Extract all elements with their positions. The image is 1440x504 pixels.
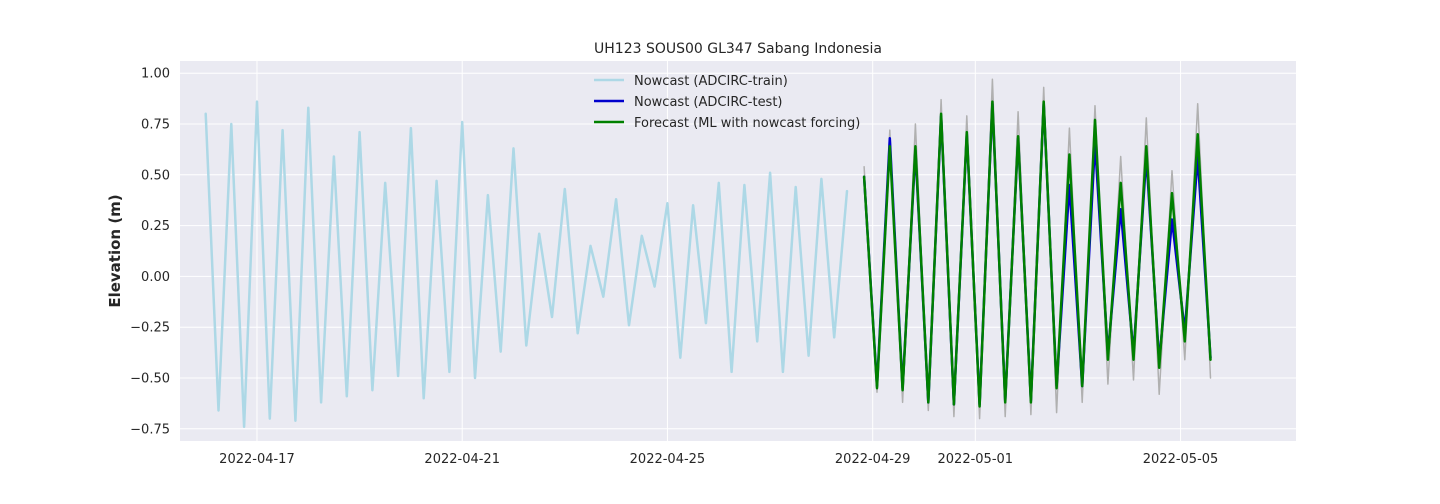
chart-title: UH123 SOUS00 GL347 Sabang Indonesia [594, 41, 882, 57]
series-layer [204, 78, 1212, 429]
series-line-1 [204, 100, 849, 429]
y-tick-label: −0.50 [130, 372, 170, 387]
y-tick-label: −0.25 [130, 321, 170, 336]
y-tick-label: 0.75 [141, 117, 170, 132]
legend-label: Nowcast (ADCIRC-test) [634, 95, 783, 110]
x-tick-label: 2022-04-25 [630, 452, 706, 467]
legend-label: Forecast (ML with nowcast forcing) [634, 116, 860, 131]
series-line-3 [862, 100, 1212, 408]
y-tick-label: 0.25 [141, 219, 170, 234]
x-tick-label: 2022-05-05 [1143, 452, 1219, 467]
x-tick-label: 2022-04-21 [424, 452, 500, 467]
x-tick-label: 2022-04-29 [835, 452, 911, 467]
legend: Nowcast (ADCIRC-train) Nowcast (ADCIRC-te… [594, 74, 860, 131]
y-axis-label: Elevation (m) [106, 194, 124, 307]
x-tick-labels: 2022-04-17 2022-04-21 2022-04-25 2022-04-29… [219, 452, 1218, 467]
x-tick-label: 2022-04-17 [219, 452, 295, 467]
legend-label: Nowcast (ADCIRC-train) [634, 74, 788, 89]
y-tick-label: −0.75 [130, 422, 170, 437]
y-tick-label: 1.00 [141, 67, 170, 82]
y-tick-labels: 1.00 0.75 0.50 0.25 0.00 −0.25 −0.50 −0.75 [130, 67, 170, 438]
y-tick-label: 0.50 [141, 168, 170, 183]
y-tick-label: 0.00 [141, 270, 170, 285]
x-tick-label: 2022-05-01 [938, 452, 1014, 467]
